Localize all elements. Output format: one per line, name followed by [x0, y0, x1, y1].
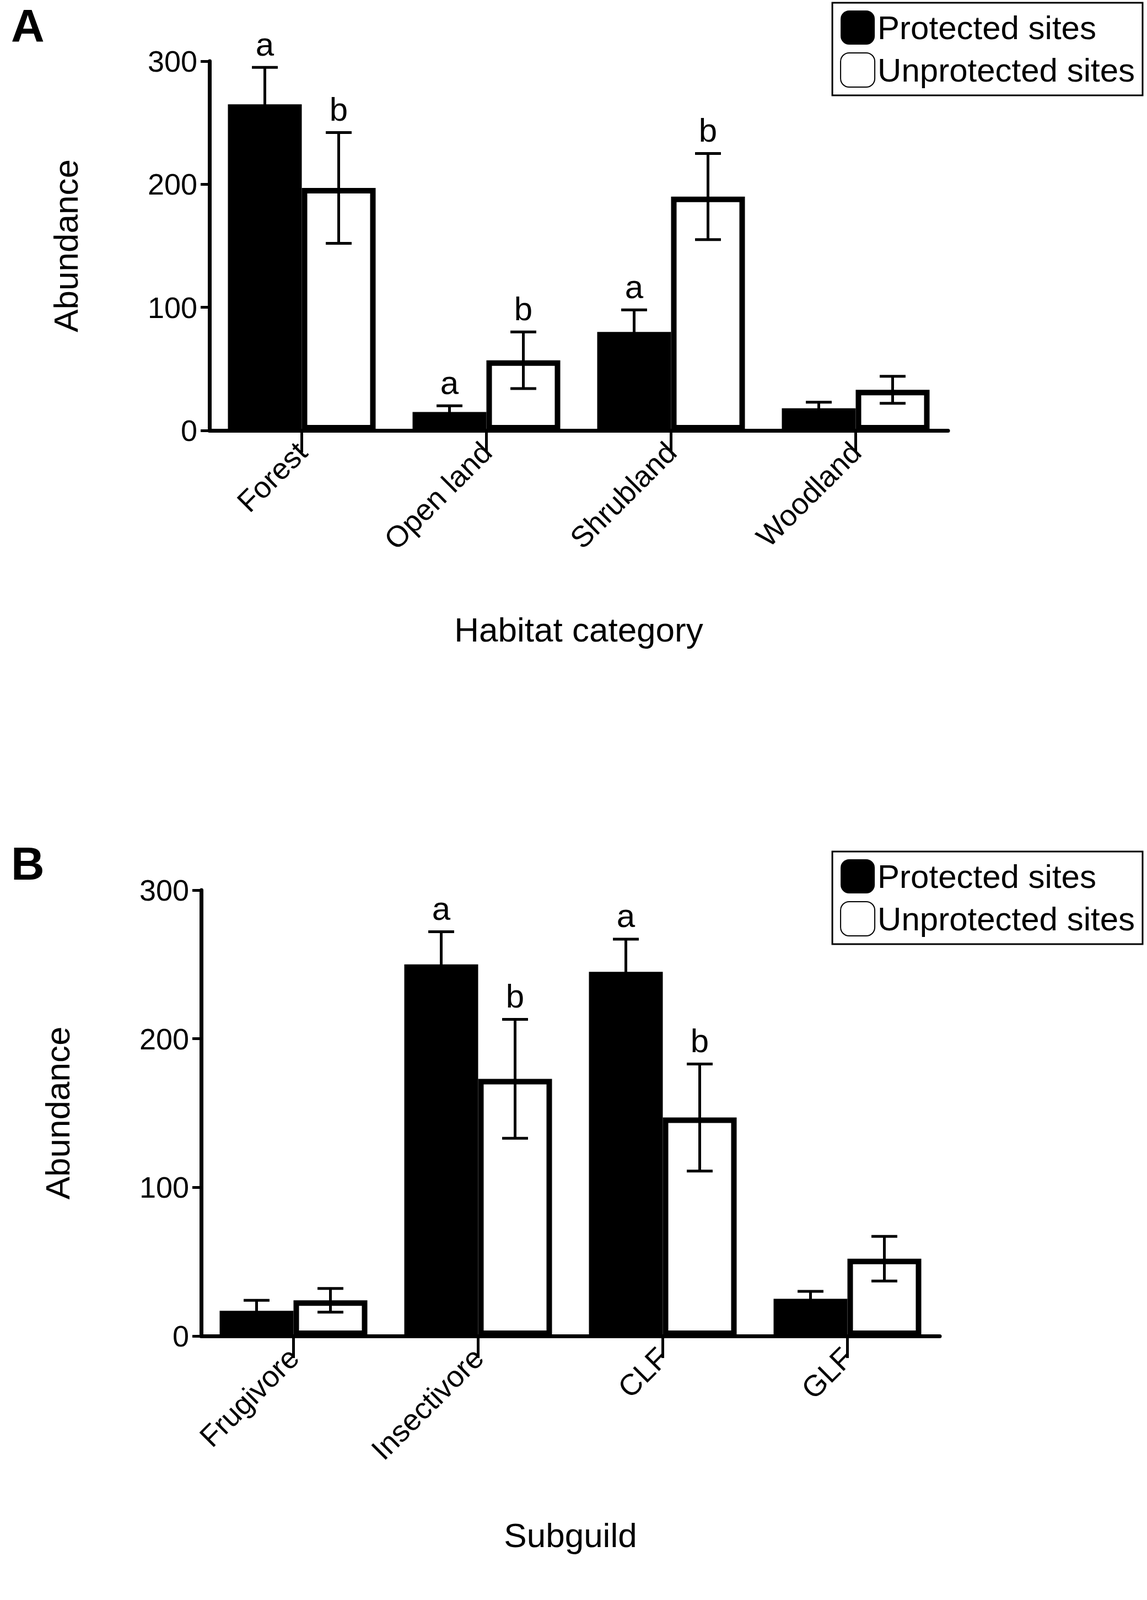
svg-text:Frugivore: Frugivore [192, 1341, 306, 1454]
svg-text:b: b [329, 90, 348, 128]
svg-text:300: 300 [139, 873, 190, 907]
svg-text:100: 100 [147, 291, 198, 325]
svg-text:Unprotected sites: Unprotected sites [877, 51, 1135, 89]
svg-text:Habitat category: Habitat category [454, 610, 703, 649]
svg-text:200: 200 [139, 1022, 190, 1056]
svg-text:Subguild: Subguild [503, 1516, 637, 1555]
svg-text:CLF: CLF [611, 1341, 675, 1405]
svg-text:B: B [11, 837, 45, 890]
svg-text:b: b [514, 290, 533, 328]
svg-text:b: b [505, 977, 525, 1015]
svg-text:A: A [11, 0, 45, 52]
svg-text:Protected sites: Protected sites [877, 9, 1097, 47]
svg-text:b: b [690, 1022, 709, 1060]
svg-text:300: 300 [147, 44, 198, 78]
svg-text:200: 200 [147, 167, 198, 201]
svg-text:Protected sites: Protected sites [877, 858, 1097, 896]
svg-text:0: 0 [180, 413, 198, 448]
svg-text:GLF: GLF [794, 1341, 860, 1406]
svg-text:a: a [440, 364, 460, 402]
svg-text:a: a [432, 890, 451, 928]
svg-text:Forest: Forest [230, 435, 314, 519]
svg-text:Insectivore: Insectivore [364, 1341, 490, 1467]
svg-text:a: a [616, 897, 636, 935]
svg-text:0: 0 [172, 1319, 190, 1353]
svg-text:Abundance: Abundance [38, 1026, 77, 1200]
svg-text:Abundance: Abundance [46, 159, 85, 333]
svg-text:100: 100 [139, 1170, 190, 1204]
svg-text:Unprotected sites: Unprotected sites [877, 900, 1135, 938]
svg-text:a: a [255, 25, 275, 63]
svg-text:Shrubland: Shrubland [563, 435, 683, 555]
svg-text:Open land: Open land [377, 435, 499, 557]
svg-text:Woodland: Woodland [749, 435, 868, 554]
svg-text:a: a [625, 268, 644, 306]
svg-text:b: b [698, 111, 718, 149]
